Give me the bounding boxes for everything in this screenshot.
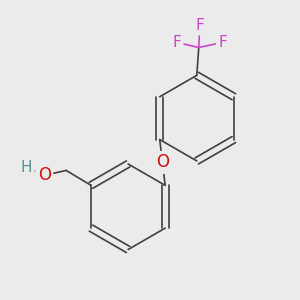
Text: F: F (218, 35, 227, 50)
Text: O: O (38, 167, 51, 184)
Text: F: F (195, 18, 204, 33)
Text: F: F (172, 35, 181, 50)
Text: H: H (21, 160, 32, 175)
Text: O: O (156, 153, 169, 171)
